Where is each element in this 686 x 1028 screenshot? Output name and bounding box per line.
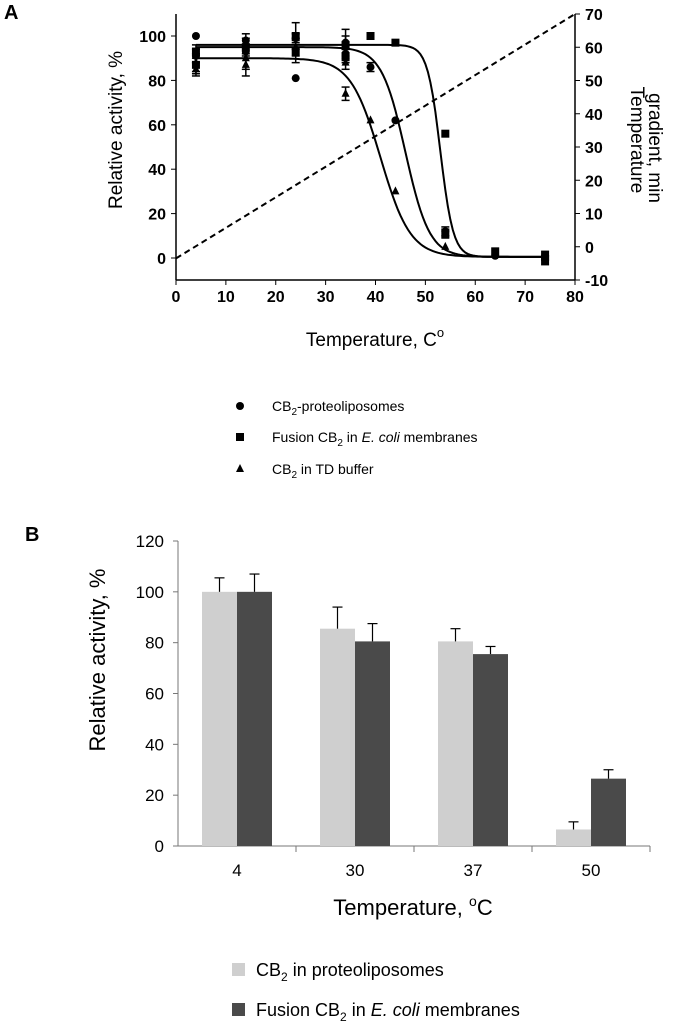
data-point-square bbox=[191, 47, 200, 56]
y-axis-label-b: Relative activity, % bbox=[85, 569, 110, 752]
y-tick-label-b: 60 bbox=[145, 685, 164, 704]
y2-tick-label: 0 bbox=[585, 240, 594, 257]
x-tick-label: 20 bbox=[267, 289, 285, 306]
legend-swatch-2 bbox=[232, 1003, 245, 1016]
x-tick-label: 70 bbox=[516, 289, 534, 306]
y-tick-label: 60 bbox=[148, 118, 166, 135]
bar-1 bbox=[556, 829, 591, 846]
x-tick-label: 30 bbox=[317, 289, 335, 306]
data-point-triangle bbox=[341, 88, 350, 97]
y2-axis-label-line2: gradient, min bbox=[644, 93, 665, 203]
category-label: 50 bbox=[582, 861, 601, 880]
bar-2 bbox=[473, 654, 508, 846]
y2-tick-label: 30 bbox=[585, 140, 603, 157]
data-point-square bbox=[366, 32, 375, 40]
data-point-triangle bbox=[241, 59, 250, 68]
y-tick-label-b: 100 bbox=[136, 583, 164, 602]
bar-1 bbox=[320, 628, 355, 846]
panel-b-letter: B bbox=[25, 524, 39, 546]
x-tick-label: 40 bbox=[367, 289, 385, 306]
y-tick-label: 40 bbox=[148, 162, 166, 179]
legend-b-entry-1: CB2 in proteoliposomes bbox=[256, 960, 444, 984]
y2-tick-label: 60 bbox=[585, 40, 603, 57]
data-point-square bbox=[441, 229, 450, 238]
data-point-circle bbox=[391, 116, 400, 125]
data-point-triangle bbox=[366, 115, 375, 124]
data-point-triangle bbox=[441, 241, 450, 250]
bar-2 bbox=[355, 641, 390, 846]
panel-a-legend: CB2-proteoliposomes Fusion CB2 in E. coli… bbox=[236, 398, 478, 481]
panel-a-letter: A bbox=[4, 2, 18, 24]
data-point-square bbox=[291, 32, 300, 40]
x-tick-label: 60 bbox=[466, 289, 484, 306]
fit-curve-3 bbox=[195, 57, 546, 258]
data-point-triangle bbox=[391, 186, 400, 195]
legend-marker-square bbox=[236, 433, 244, 441]
y-tick-label-b: 120 bbox=[136, 532, 164, 551]
bar-1 bbox=[438, 641, 473, 846]
x-axis-label: Temperature, Co bbox=[306, 325, 444, 351]
panel-b-legend: CB2 in proteoliposomes Fusion CB2 in E. c… bbox=[232, 960, 520, 1024]
y2-tick-label: 20 bbox=[585, 173, 603, 190]
x-tick-label: 50 bbox=[416, 289, 434, 306]
bar-1 bbox=[202, 591, 237, 846]
y-tick-label: 100 bbox=[139, 29, 166, 46]
y2-tick-label: 40 bbox=[585, 107, 603, 124]
y-tick-label-b: 80 bbox=[145, 634, 164, 653]
legend-marker-circle bbox=[236, 402, 244, 410]
x-tick-label: 0 bbox=[172, 289, 181, 306]
data-point-triangle bbox=[341, 57, 350, 66]
y2-axis-label-line1: Temperature bbox=[626, 87, 647, 194]
data-point-circle bbox=[366, 63, 375, 72]
y-tick-label-b: 40 bbox=[145, 735, 164, 754]
y2-tick-label: 10 bbox=[585, 207, 603, 224]
y-axis-label: Relative activity, % bbox=[106, 51, 127, 209]
fit-curve-1 bbox=[195, 46, 546, 258]
category-label: 37 bbox=[464, 861, 483, 880]
legend-entry-3: CB2 in TD buffer bbox=[272, 461, 374, 481]
data-point-square bbox=[541, 256, 550, 265]
bar-2 bbox=[237, 591, 272, 846]
category-label: 30 bbox=[346, 861, 365, 880]
x-axis-label-b: Temperature, oC bbox=[333, 893, 493, 920]
y-tick-label: 0 bbox=[157, 251, 166, 268]
data-point-triangle bbox=[191, 64, 200, 73]
temperature-gradient-line bbox=[175, 13, 576, 260]
y-tick-label: 20 bbox=[148, 207, 166, 224]
y2-tick-label: 50 bbox=[585, 74, 603, 91]
legend-marker-triangle bbox=[236, 464, 244, 472]
panel-a-chart: 0 10 20 30 40 50 60 70 80 0 20 40 60 80 100 -10 0 10 20 30 4… bbox=[106, 7, 665, 351]
data-point-square bbox=[391, 38, 400, 47]
data-point-circle bbox=[291, 74, 300, 83]
data-point-triangle bbox=[291, 42, 300, 51]
y2-tick-label: 70 bbox=[585, 7, 603, 24]
y-tick-label-b: 0 bbox=[155, 837, 164, 856]
y-tick-label: 80 bbox=[148, 73, 166, 90]
bar-2 bbox=[591, 778, 626, 846]
x-tick-label: 10 bbox=[217, 289, 235, 306]
y-tick-label-b: 20 bbox=[145, 786, 164, 805]
data-point-circle bbox=[191, 32, 200, 40]
legend-entry-2: Fusion CB2 in E. coli membranes bbox=[272, 429, 478, 449]
data-point-square bbox=[491, 247, 500, 256]
data-point-triangle bbox=[191, 57, 200, 66]
category-label: 4 bbox=[232, 861, 241, 880]
x-tick-label: 80 bbox=[566, 289, 584, 306]
panel-b-chart: 0 20 40 60 80 100 120 4 30 37 50 Temperature, oC Rel… bbox=[85, 532, 651, 920]
legend-entry-1: CB2-proteoliposomes bbox=[272, 398, 404, 418]
data-point-square bbox=[441, 129, 450, 138]
legend-swatch-1 bbox=[232, 963, 245, 976]
legend-b-entry-2: Fusion CB2 in E. coli membranes bbox=[256, 1000, 520, 1024]
y2-tick-label: -10 bbox=[585, 273, 608, 290]
data-point-square bbox=[341, 40, 350, 49]
